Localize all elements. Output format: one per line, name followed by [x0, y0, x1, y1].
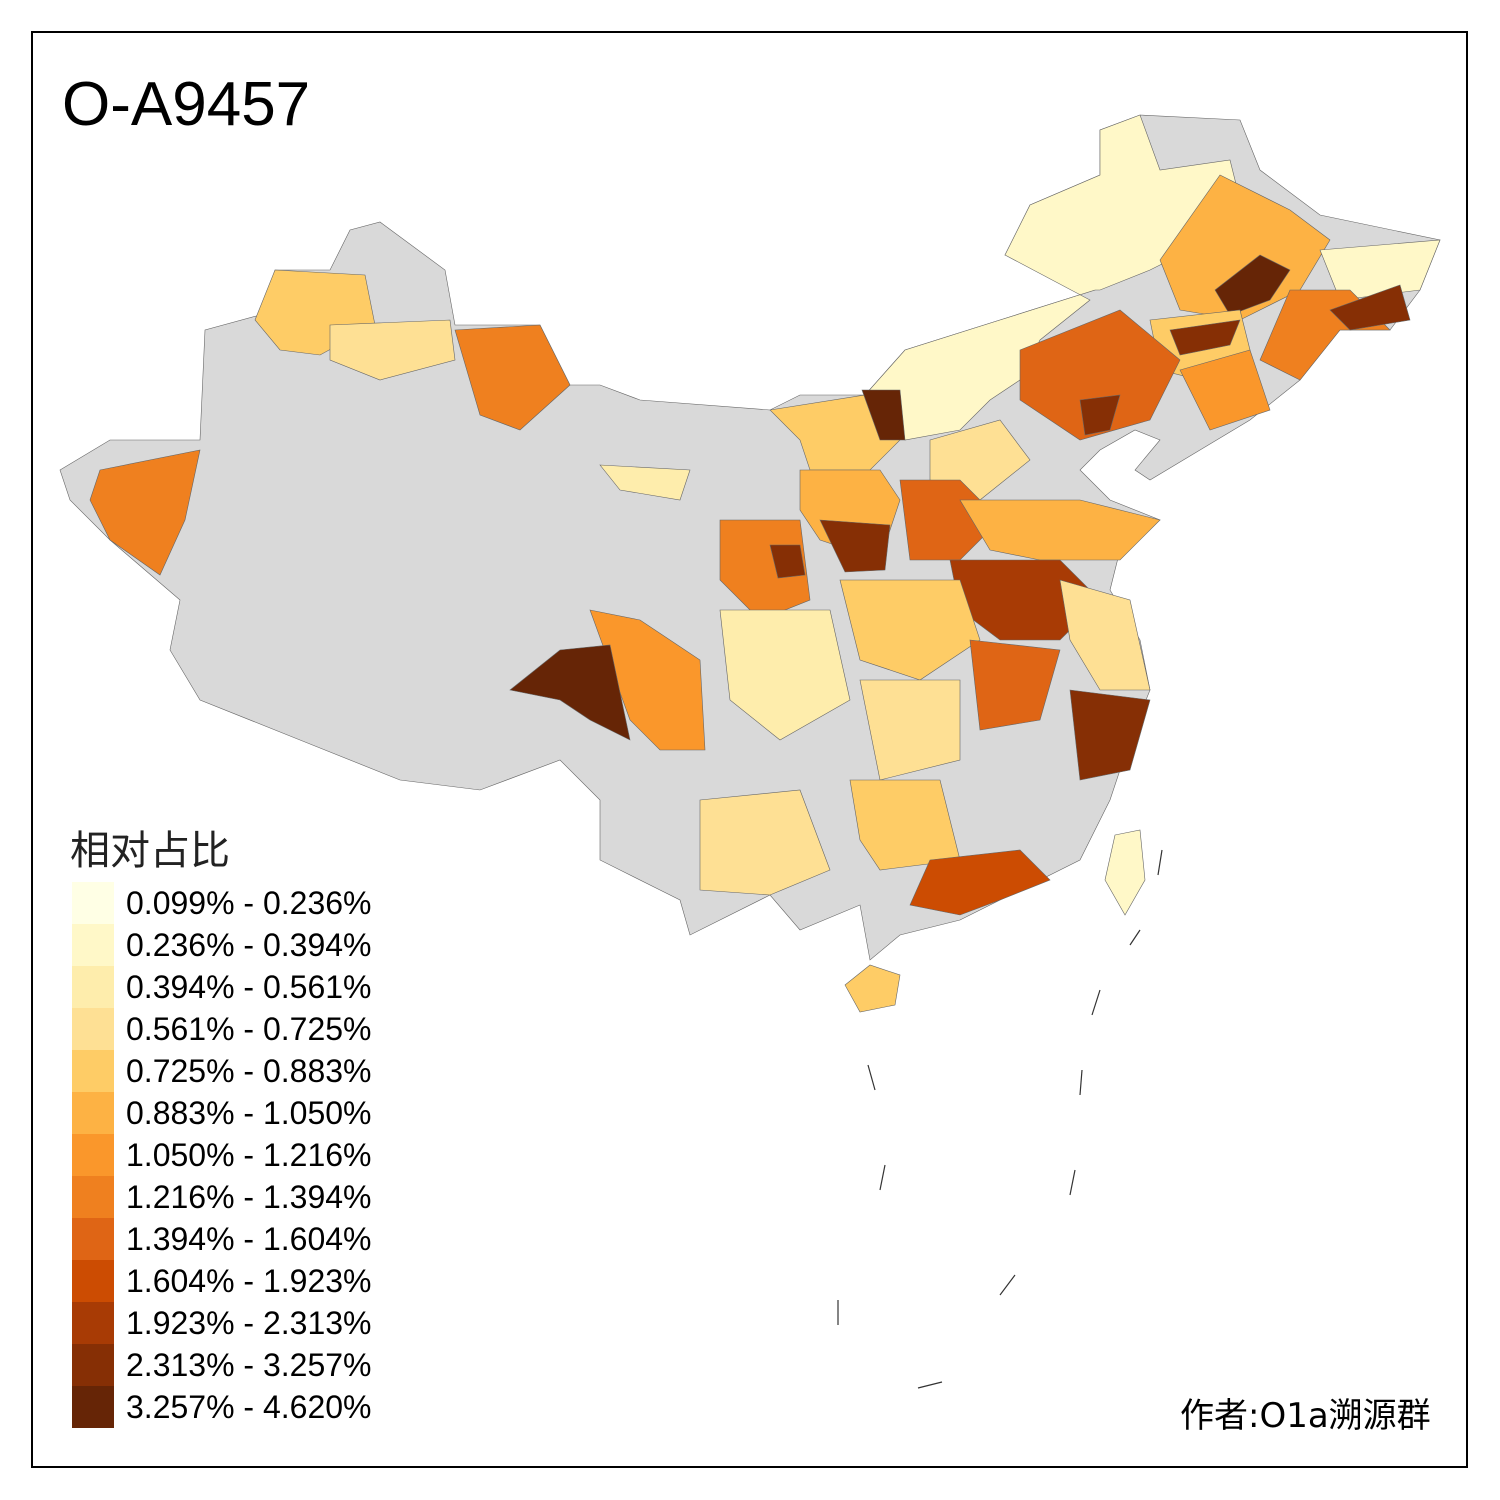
map-region	[1069, 689, 1151, 781]
legend-swatch	[72, 882, 114, 924]
legend-item: 3.257% - 4.620%	[72, 1386, 372, 1428]
legend-title: 相对占比	[70, 828, 230, 874]
map-region	[1329, 284, 1411, 331]
map-region	[454, 324, 571, 431]
legend-swatch	[72, 1092, 114, 1134]
map-title: O-A9457	[62, 70, 311, 139]
legend-item: 1.604% - 1.923%	[72, 1260, 372, 1302]
author-credit: 作者:O1a溯源群	[1180, 1396, 1431, 1436]
legend-swatch	[72, 1008, 114, 1050]
legend-swatch	[72, 1134, 114, 1176]
legend-label: 0.725% - 0.883%	[126, 1052, 372, 1089]
legend-item: 0.725% - 0.883%	[72, 1050, 372, 1092]
map-region	[849, 779, 961, 871]
legend-item: 0.236% - 0.394%	[72, 924, 372, 966]
legend-item: 0.394% - 0.561%	[72, 966, 372, 1008]
legend-label: 0.561% - 0.725%	[126, 1010, 372, 1047]
map-region	[509, 644, 631, 741]
legend-item: 0.099% - 0.236%	[72, 882, 372, 924]
map-region	[1019, 309, 1181, 441]
map-region	[1214, 254, 1291, 316]
map-frame	[31, 31, 1468, 1468]
taiwan-island	[1104, 829, 1146, 916]
boundary-dash	[867, 1064, 876, 1091]
legend-item: 0.883% - 1.050%	[72, 1092, 372, 1134]
legend-label: 0.394% - 0.561%	[126, 968, 372, 1005]
legend-item: 2.313% - 3.257%	[72, 1344, 372, 1386]
map-region	[861, 389, 906, 441]
legend-label: 0.236% - 0.394%	[126, 926, 372, 963]
boundary-dash	[917, 1381, 943, 1389]
map-region	[719, 609, 851, 741]
legend-label: 0.883% - 1.050%	[126, 1094, 372, 1131]
legend-label: 1.604% - 1.923%	[126, 1262, 372, 1299]
legend-item: 1.050% - 1.216%	[72, 1134, 372, 1176]
legend: 0.099% - 0.236% 0.236% - 0.394% 0.394% - 0…	[72, 882, 372, 1428]
boundary-dash	[1157, 849, 1163, 876]
map-region	[329, 319, 456, 381]
legend-swatch	[72, 924, 114, 966]
map-region	[909, 849, 1051, 916]
legend-item: 1.216% - 1.394%	[72, 1176, 372, 1218]
legend-swatch	[72, 1176, 114, 1218]
boundary-dash	[1069, 1169, 1076, 1196]
map-region	[959, 499, 1161, 561]
map-region	[1179, 349, 1271, 431]
map-region	[589, 609, 706, 751]
legend-swatch	[72, 966, 114, 1008]
legend-label: 1.050% - 1.216%	[126, 1136, 372, 1173]
legend-label: 2.313% - 3.257%	[126, 1346, 372, 1383]
boundary-dash	[1091, 989, 1101, 1016]
legend-item: 1.394% - 1.604%	[72, 1218, 372, 1260]
legend-label: 1.923% - 2.313%	[126, 1304, 372, 1341]
legend-item: 1.923% - 2.313%	[72, 1302, 372, 1344]
map-region	[969, 639, 1061, 731]
legend-swatch	[72, 1260, 114, 1302]
legend-swatch	[72, 1218, 114, 1260]
legend-swatch	[72, 1302, 114, 1344]
map-region	[1319, 239, 1441, 301]
hainan-island	[844, 964, 901, 1013]
boundary-dash	[999, 1274, 1016, 1296]
legend-label: 0.099% - 0.236%	[126, 884, 372, 921]
map-region	[839, 579, 981, 681]
legend-swatch	[72, 1386, 114, 1428]
map-region	[859, 679, 961, 781]
boundary-dash	[879, 1164, 886, 1191]
legend-label: 1.216% - 1.394%	[126, 1178, 372, 1215]
map-region	[699, 789, 831, 896]
map-region	[1159, 174, 1331, 321]
map-region	[599, 464, 691, 501]
map-region	[89, 449, 201, 576]
legend-item: 0.561% - 0.725%	[72, 1008, 372, 1050]
legend-swatch	[72, 1050, 114, 1092]
map-region	[1079, 394, 1121, 436]
boundary-dash	[1129, 929, 1141, 946]
boundary-dash	[1079, 1069, 1083, 1096]
legend-swatch	[72, 1344, 114, 1386]
legend-label: 3.257% - 4.620%	[126, 1388, 372, 1425]
map-region	[769, 544, 806, 579]
map-region	[1059, 579, 1151, 691]
map-region	[864, 114, 1241, 441]
legend-label: 1.394% - 1.604%	[126, 1220, 372, 1257]
map-region	[1169, 319, 1241, 356]
map-region	[819, 519, 891, 573]
